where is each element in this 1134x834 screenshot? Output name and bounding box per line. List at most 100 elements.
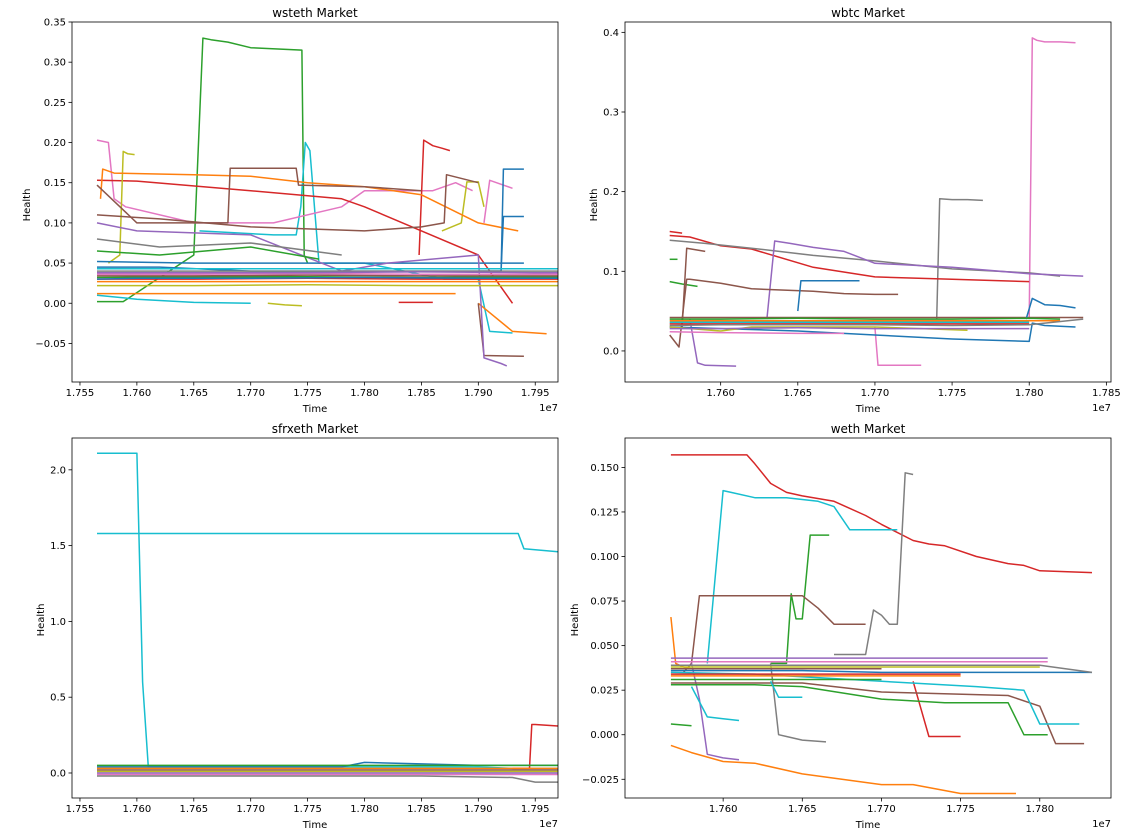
wsteth-market-series-line-28 — [97, 274, 558, 277]
weth-market-series-group — [670, 454, 1093, 795]
wsteth-market-series-line-29 — [97, 284, 558, 287]
wsteth-market-xtick-label: 1.780 — [350, 388, 379, 399]
wsteth-market-xtick-label: 1.790 — [464, 388, 493, 399]
wsteth-market-series-line-18 — [96, 294, 251, 305]
wsteth-market-ylabel: Health — [22, 189, 33, 222]
sfrxeth-market-series-line-9 — [97, 775, 558, 783]
sfrxeth-market-ytick-label: 1.0 — [50, 617, 66, 628]
wsteth-market-offset-label: 1e7 — [539, 403, 558, 414]
weth-market-title: weth Market — [831, 422, 906, 436]
weth-market-series-line-13 — [670, 682, 1085, 745]
wsteth-market-series-line-22 — [97, 272, 558, 276]
wsteth-market-ytick-label: −0.05 — [35, 339, 66, 350]
wsteth-market-xtick-label: 1.765 — [179, 388, 208, 399]
sfrxeth-market-axes-frame — [71, 437, 559, 799]
weth-market-series-line-1 — [706, 489, 898, 664]
weth-market-xtick-label: 1.780 — [1025, 804, 1054, 815]
wbtc-market-series-line-5 — [766, 240, 1084, 320]
weth-market-series-line-20 — [670, 664, 1093, 674]
sfrxeth-market-xtick-label: 1.785 — [407, 804, 436, 815]
weth-market-ytick-label: 0.000 — [590, 730, 619, 741]
wbtc-market-ytick-label: 0.2 — [603, 187, 619, 198]
wsteth-market-ytick-label: 0.20 — [44, 138, 66, 149]
wsteth-market-ytick-label: 0.25 — [44, 98, 66, 109]
wsteth-market-series-line-7 — [441, 181, 485, 232]
wsteth-market-ytick-label: 0.30 — [44, 58, 66, 69]
wsteth-market-series-line-3 — [483, 179, 513, 223]
sfrxeth-market-xtick-label: 1.755 — [66, 804, 95, 815]
wsteth-market-xtick-label: 1.760 — [123, 388, 152, 399]
wbtc-market-series-line-11 — [689, 318, 737, 367]
wbtc-market-series-line-15 — [1025, 297, 1076, 320]
sfrxeth-market-title: sfrxeth Market — [272, 422, 359, 436]
weth-market-series-line-11 — [912, 681, 961, 738]
weth-market-xtick-label: 1.770 — [867, 804, 896, 815]
wbtc-market-xtick-label: 1.770 — [861, 388, 890, 399]
weth-market-xtick-label: 1.760 — [709, 804, 738, 815]
wbtc-market-ytick-label: 0.0 — [603, 346, 619, 357]
weth-market-series-line-10 — [769, 663, 827, 743]
wbtc-market-axes-frame — [624, 21, 1112, 383]
sfrxeth-market-ytick-label: 1.5 — [50, 541, 66, 552]
wbtc-market-series-line-22 — [669, 327, 1030, 330]
weth-market-series-line-2 — [834, 472, 914, 656]
weth-market-ytick-label: 0.050 — [590, 641, 619, 652]
weth-market-ytick-label: 0.075 — [590, 597, 619, 608]
wbtc-market-series-line-12 — [874, 326, 922, 367]
weth-market-series-line-0 — [670, 454, 1093, 574]
wsteth-market-xtick-label: 1.785 — [407, 388, 436, 399]
sfrxeth-market-xtick-label: 1.780 — [350, 804, 379, 815]
sfrxeth-market-panel: sfrxeth Market Time Health 1e7 1.755 1.76… — [36, 422, 559, 831]
wbtc-market-xtick-label: 1.785 — [1092, 388, 1121, 399]
sfrxeth-market-xtick-label: 1.795 — [521, 804, 550, 815]
wsteth-market-series-line-10 — [477, 302, 547, 335]
weth-market-axes-frame — [624, 437, 1112, 799]
sfrxeth-market-xtick-label: 1.765 — [179, 804, 208, 815]
wbtc-market-series-line-14 — [669, 322, 1076, 343]
wsteth-market-xlabel: Time — [302, 404, 327, 415]
wsteth-market-ytick-label: 0.35 — [44, 18, 66, 29]
weth-market-series-line-3 — [770, 534, 830, 665]
wbtc-market-title: wbtc Market — [831, 6, 905, 20]
wsteth-market-series-line-12 — [96, 173, 479, 232]
wsteth-market-series-line-8 — [99, 168, 519, 232]
wsteth-market-series-line-24 — [97, 277, 558, 280]
wbtc-market-series-line-0 — [1028, 37, 1076, 320]
sfrxeth-market-xtick-label: 1.760 — [123, 804, 152, 815]
weth-market-series-line-12 — [670, 684, 1048, 736]
wbtc-market-ytick-label: 0.1 — [603, 267, 619, 278]
wsteth-market-xtick-label: 1.770 — [236, 388, 265, 399]
wsteth-market-series-line-6 — [107, 150, 135, 264]
weth-market-xtick-label: 1.775 — [946, 804, 975, 815]
wsteth-market-series-line-31 — [96, 246, 320, 260]
wbtc-market-panel: wbtc Market Time Health 1e7 1.760 1.765 1.… — [589, 6, 1121, 415]
wsteth-market-panel: wsteth Market Time Health 1e7 1.755 1.760… — [22, 6, 559, 415]
wsteth-market-series-line-16 — [96, 260, 524, 264]
sfrxeth-market-xtick-label: 1.770 — [236, 804, 265, 815]
sfrxeth-market-ytick-label: 2.0 — [50, 465, 66, 476]
weth-market-series-line-16 — [670, 669, 1092, 674]
wbtc-market-series-line-1 — [935, 198, 983, 320]
sfrxeth-market-xtick-label: 1.775 — [293, 804, 322, 815]
weth-market-series-line-8 — [690, 663, 740, 761]
wbtc-market-xlabel: Time — [855, 404, 880, 415]
sfrxeth-market-xlabel: Time — [302, 820, 327, 831]
sfrxeth-market-ylabel: Health — [36, 604, 47, 637]
weth-market-offset-label: 1e7 — [1092, 819, 1111, 830]
wsteth-market-xtick-label: 1.775 — [293, 388, 322, 399]
weth-market-series-line-6 — [670, 744, 1016, 795]
sfrxeth-market-series-line-1 — [97, 532, 558, 553]
weth-market-ytick-label: 0.125 — [590, 507, 619, 518]
wsteth-market-series-line-17 — [96, 222, 508, 367]
weth-market-series-line-7 — [670, 723, 692, 727]
weth-market-ytick-label: 0.150 — [590, 463, 619, 474]
weth-market-ylabel: Health — [570, 604, 581, 637]
wbtc-market-series-line-21 — [669, 318, 1084, 327]
wsteth-market-series-group — [96, 37, 558, 367]
wsteth-market-series-line-11 — [96, 167, 422, 224]
sfrxeth-market-offset-label: 1e7 — [539, 819, 558, 830]
wbtc-market-series-line-23 — [669, 331, 845, 335]
wsteth-market-series-line-4 — [418, 139, 451, 256]
